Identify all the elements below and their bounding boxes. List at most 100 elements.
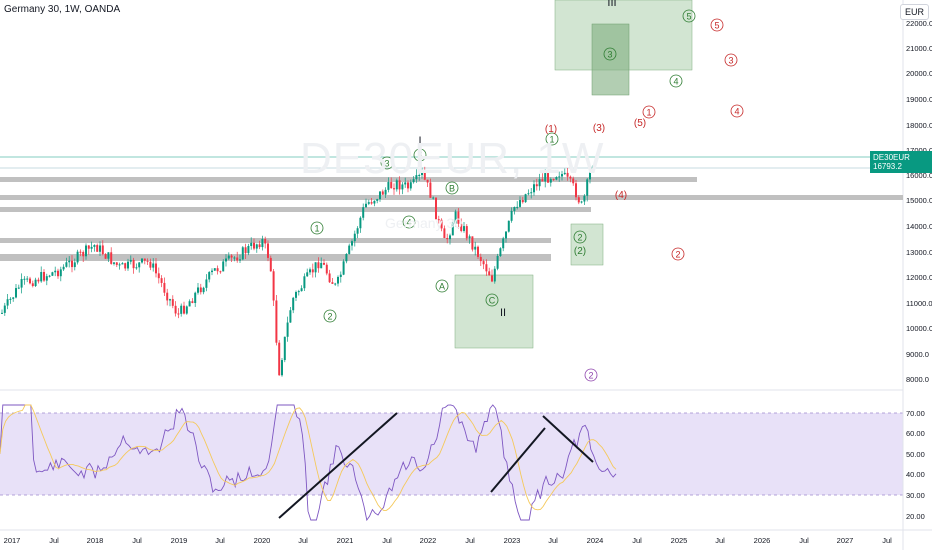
wave-circle-red (671, 247, 685, 261)
wave-label-green: 4 (406, 218, 411, 228)
candle-body (390, 182, 393, 189)
time-tick: 2024 (587, 536, 604, 545)
candle-body (535, 184, 538, 187)
wave-label-green: A (439, 282, 445, 292)
wave-circle-red (710, 18, 724, 32)
candle-body (507, 220, 510, 232)
candle-body (513, 207, 516, 211)
currency-button[interactable]: EUR (900, 4, 930, 20)
candle-body (278, 342, 281, 376)
time-tick: Jul (298, 536, 308, 545)
candle-body (395, 180, 398, 190)
candle-body (373, 200, 376, 204)
candle-body (297, 291, 300, 293)
price-tick: 16000.0 (906, 171, 932, 180)
candle-body (443, 228, 446, 238)
wave-label-red: 3 (728, 56, 733, 66)
candle-body (577, 197, 580, 203)
candle-body (87, 245, 90, 249)
wave-circle-green (445, 181, 459, 195)
candle-body (160, 278, 163, 283)
trendline-rsi-2023 (542, 415, 594, 463)
candle-body (40, 272, 43, 282)
candle-body (435, 197, 437, 220)
rsi-band (0, 413, 903, 495)
sr-zone-3 (0, 207, 591, 212)
candle-body (15, 288, 17, 298)
time-tick: Jul (882, 536, 892, 545)
candle-body (479, 256, 482, 262)
wave-circle-green (485, 293, 499, 307)
candle-body (93, 245, 96, 247)
current-price-value: 16793.2 (873, 162, 902, 171)
candle-body (580, 201, 583, 203)
candle-body (20, 279, 23, 288)
candle-body (325, 264, 328, 274)
time-tick: Jul (632, 536, 642, 545)
candle-body (356, 228, 359, 234)
candle-body (253, 242, 255, 249)
candle-body (359, 217, 362, 229)
candle-body (516, 206, 519, 208)
candle-body (152, 263, 155, 268)
candle-body (213, 268, 216, 271)
wave-label-green: 5 (417, 151, 422, 161)
candle-body (110, 252, 113, 264)
candle-body (267, 243, 269, 258)
wave-circle-green (402, 215, 416, 229)
sr-zone-5 (0, 254, 551, 261)
wave-label-green: 5 (686, 12, 691, 22)
candle-body (171, 299, 174, 306)
candle-body (258, 244, 261, 248)
candle-body (519, 200, 521, 207)
candle-body (460, 223, 463, 231)
candle-body (124, 263, 127, 269)
candle-body (129, 259, 132, 262)
candle-body (99, 245, 101, 252)
candle-body (157, 273, 160, 279)
candle-body (370, 202, 373, 204)
candle-body (465, 226, 468, 239)
candle-body (118, 264, 121, 266)
sr-zone-2 (0, 195, 903, 200)
candle-body (295, 291, 297, 298)
candle-body (146, 260, 149, 262)
candle-body (96, 245, 99, 252)
candle-body (115, 262, 118, 265)
candle-body (155, 263, 157, 274)
candle-body (197, 287, 199, 293)
candle-body (211, 270, 213, 273)
candle-body (127, 261, 129, 269)
candle-body (348, 245, 351, 254)
candle-body (31, 283, 34, 287)
candle-body (544, 173, 547, 182)
wave-circle-red (730, 104, 744, 118)
candle-body (135, 267, 138, 269)
candle-body (468, 236, 471, 239)
wave-label-green: 2 (577, 233, 582, 243)
price-tick: 8000.0 (906, 375, 929, 384)
candle-body (101, 245, 104, 255)
time-tick: Jul (132, 536, 142, 545)
symbol-title[interactable]: Germany 30, 1W, OANDA (4, 4, 121, 15)
candles-group (1, 165, 594, 377)
candle-body (264, 239, 267, 244)
candle-body (132, 259, 135, 269)
time-tick: 2019 (171, 536, 188, 545)
wave-circle-red (642, 105, 656, 119)
wave-label-green: (2) (574, 246, 586, 257)
current-price-tag: DE30EUR 16793.2 (870, 151, 932, 173)
wave-circle-red (724, 53, 738, 67)
candle-body (9, 298, 12, 300)
wave-circle-green (669, 74, 683, 88)
candle-body (345, 253, 348, 262)
candle-body (412, 179, 415, 183)
price-tick: 11000.0 (906, 299, 932, 308)
candle-body (54, 270, 57, 273)
candle-body (48, 275, 51, 277)
candle-body (533, 184, 535, 193)
wave-label-green: 4 (673, 77, 678, 87)
